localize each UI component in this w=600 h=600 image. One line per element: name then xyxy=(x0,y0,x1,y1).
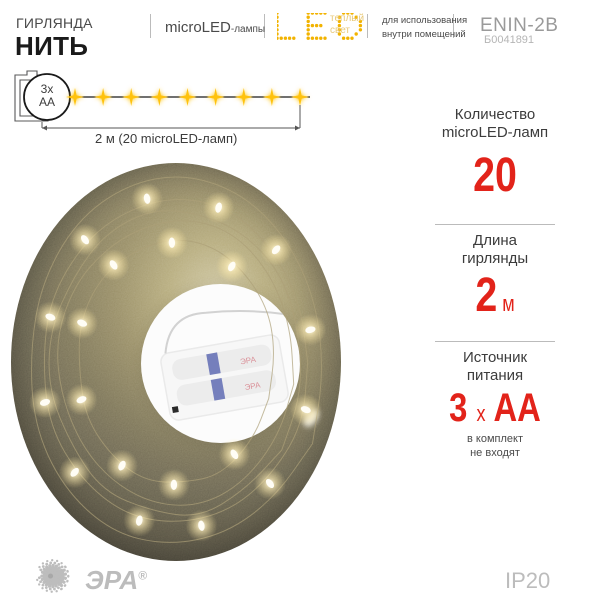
svg-text:3x: 3x xyxy=(41,82,54,96)
svg-text:AA: AA xyxy=(39,95,55,109)
